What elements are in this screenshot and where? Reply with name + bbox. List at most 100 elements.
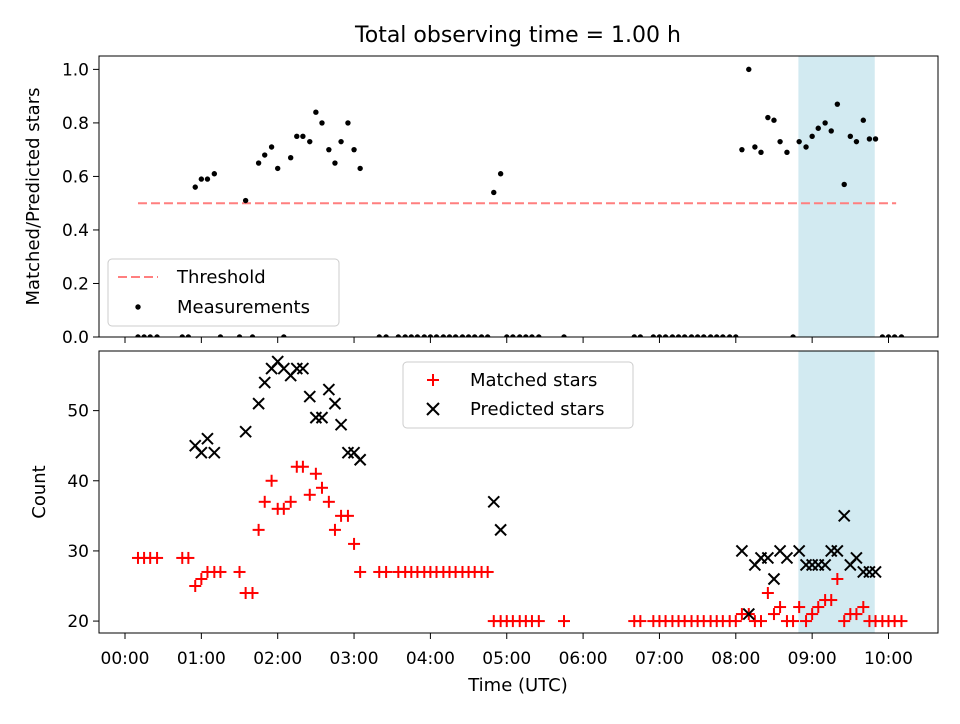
bottom-legend: Matched stars Predicted stars [402, 361, 634, 429]
measurement-point [383, 334, 389, 337]
measurement-point [478, 334, 485, 337]
legend-matched-label: Matched stars [470, 370, 597, 391]
measurement-point [784, 149, 790, 156]
measurement-point [300, 133, 306, 139]
matched-star-point [296, 460, 309, 473]
measurement-point [707, 334, 714, 337]
predicted-star-point [780, 551, 794, 565]
matched-stars-series [131, 460, 908, 628]
measurement-point [319, 120, 325, 126]
measurement-point [192, 184, 198, 190]
chart-title: Total observing time = 1.00 h [354, 23, 681, 48]
measurement-point [746, 66, 752, 73]
predicted-star-point [252, 397, 265, 410]
top-axes-frame [98, 55, 939, 338]
measurement-point [517, 334, 523, 337]
measurement-point [675, 334, 682, 337]
measurement-point [720, 334, 726, 337]
matched-star-point [831, 572, 844, 585]
measurement-point [236, 334, 243, 337]
predicted-star-point [195, 446, 208, 459]
bottom-y-label: Count [29, 465, 50, 518]
top-y-tick-label: 0.8 [62, 114, 89, 134]
highlight-span-top [798, 56, 875, 337]
measurement-point [332, 160, 338, 166]
matched-star-point [380, 565, 393, 578]
matched-star-point [774, 601, 787, 614]
predicted-star-point [208, 446, 221, 459]
measurement-point [561, 334, 567, 337]
legend-predicted-label: Predicted stars [470, 399, 604, 420]
matched-star-point [284, 495, 297, 508]
predicted-star-point [742, 607, 755, 621]
measurement-point [891, 334, 898, 337]
measurement-point [669, 334, 676, 337]
measurement-point [681, 334, 688, 337]
measurement-point [433, 334, 440, 337]
predicted-star-point [328, 397, 342, 410]
measurement-point [408, 334, 415, 337]
x-tick-label: 10:00 [864, 649, 913, 669]
matched-star-point [348, 537, 361, 550]
predicted-star-point [818, 558, 832, 572]
top-y-tick-label: 0.4 [62, 221, 89, 241]
predicted-star-point [869, 565, 882, 579]
measurement-point [828, 128, 834, 134]
measurement-point [268, 144, 275, 150]
matched-star-point [754, 615, 767, 628]
measurement-point [758, 149, 764, 156]
measurement-point [803, 144, 809, 150]
matched-star-point [857, 601, 870, 614]
measurement-point [650, 334, 657, 337]
measurement-point [898, 334, 905, 337]
measurement-point [402, 334, 408, 337]
measurement-point [504, 334, 510, 337]
matched-star-point [767, 608, 780, 621]
predicted-star-point [735, 544, 749, 558]
measurement-point [179, 334, 185, 337]
matched-star-point [341, 509, 354, 522]
predicted-star-point [792, 544, 806, 558]
legend-measurements-swatch [135, 304, 141, 310]
predicted-star-point [309, 411, 323, 424]
matched-star-point [787, 615, 800, 628]
x-tick-label: 09:00 [788, 649, 837, 669]
matched-star-point [729, 615, 742, 628]
measurement-point [637, 334, 644, 337]
measurement-point [860, 117, 867, 123]
matched-star-point [303, 488, 316, 501]
measurement-point [147, 334, 153, 337]
matched-star-point [214, 565, 227, 578]
measurement-point [217, 334, 224, 337]
top-y-tick-label: 0.6 [62, 167, 89, 187]
measurement-point [281, 334, 287, 337]
legend-matched-swatch [427, 374, 439, 386]
measurement-point [154, 334, 160, 337]
measurement-point [739, 146, 745, 153]
measurement-point [656, 334, 663, 337]
predicted-star-point [341, 446, 355, 459]
measurements-series [135, 66, 905, 337]
measurement-point [866, 136, 873, 142]
matched-star-point [850, 608, 863, 621]
measurement-point [185, 334, 192, 337]
predicted-stars-series [189, 355, 882, 621]
measurement-point [815, 125, 821, 131]
measurement-point [777, 138, 783, 145]
measurement-point [484, 334, 491, 337]
measurement-point [714, 334, 720, 337]
measurement-point [752, 144, 758, 150]
measurement-point [262, 152, 268, 158]
x-tick-label: 03:00 [330, 649, 379, 669]
matched-star-point [195, 572, 208, 585]
measurement-point [338, 138, 344, 145]
measurement-point [211, 171, 218, 177]
predicted-star-point [258, 376, 271, 389]
bottom-panel: 20 30 40 50 Count Matched stars Predicted s… [29, 350, 939, 634]
measurement-point [242, 197, 249, 204]
matched-star-point [558, 615, 571, 628]
predicted-star-point [494, 523, 507, 537]
predicted-star-point [353, 453, 367, 466]
x-tick-label: 02:00 [253, 649, 302, 669]
